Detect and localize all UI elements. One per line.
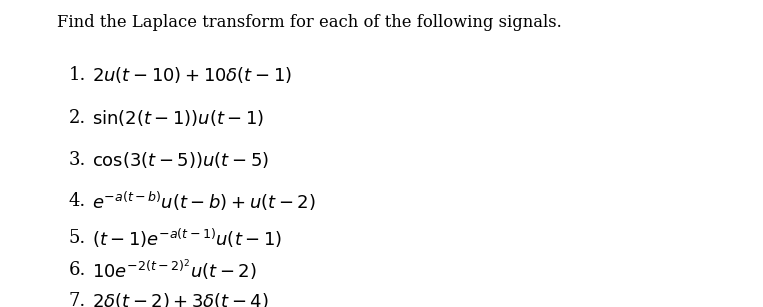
Text: 4.: 4. [69,192,86,210]
Text: 2.: 2. [69,109,86,127]
Text: 1.: 1. [69,66,86,84]
Text: 5.: 5. [69,229,86,247]
Text: Find the Laplace transform for each of the following signals.: Find the Laplace transform for each of t… [57,14,562,31]
Text: 3.: 3. [69,151,86,169]
Text: 6.: 6. [69,261,86,279]
Text: $\mathrm{sin}(2(t-1))u(t-1)$: $\mathrm{sin}(2(t-1))u(t-1)$ [92,108,264,128]
Text: $2u(t-10)+10\delta(t-1)$: $2u(t-10)+10\delta(t-1)$ [92,65,291,85]
Text: $2\delta(t-2)+3\delta(t-4)$: $2\delta(t-2)+3\delta(t-4)$ [92,291,269,307]
Text: $e^{-a(t-b)}u(t-b)+u(t-2)$: $e^{-a(t-b)}u(t-b)+u(t-2)$ [92,189,315,213]
Text: $\mathrm{cos}(3(t-5))u(t-5)$: $\mathrm{cos}(3(t-5))u(t-5)$ [92,150,269,170]
Text: 7.: 7. [69,292,86,307]
Text: $(t-1)e^{-a(t-1)}u(t-1)$: $(t-1)e^{-a(t-1)}u(t-1)$ [92,226,282,250]
Text: $10e^{-2(t-2)^{2}}u(t-2)$: $10e^{-2(t-2)^{2}}u(t-2)$ [92,257,256,283]
